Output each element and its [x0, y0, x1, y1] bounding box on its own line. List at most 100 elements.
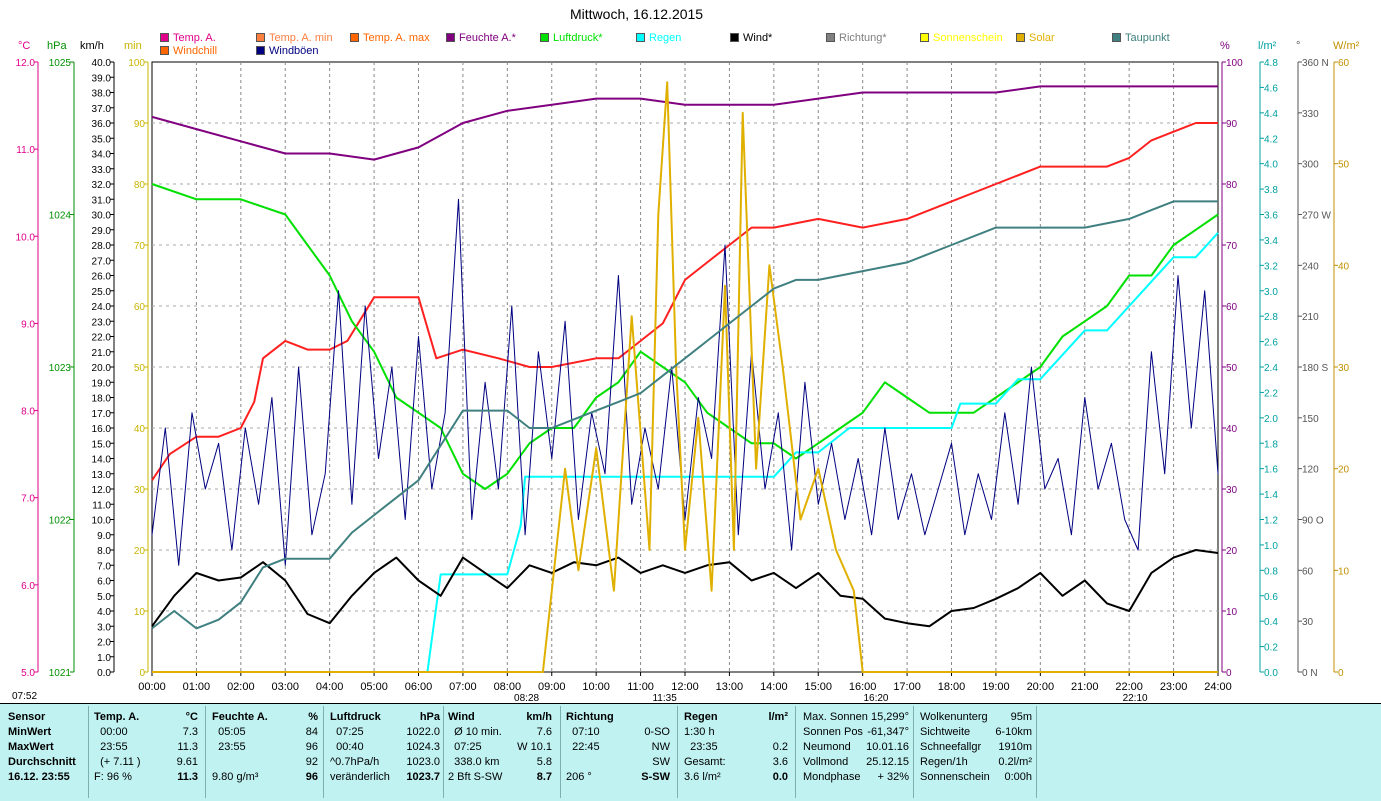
hum-min-value: 84	[305, 726, 318, 738]
press-now-extra: veränderlich	[330, 771, 390, 783]
legend-swatch	[446, 33, 455, 42]
x-tick-label: 22:00	[1115, 681, 1143, 693]
unit-rain: l/m²	[1258, 40, 1277, 52]
rain-avg-extra: Gesamt:	[684, 756, 726, 768]
rain-axis-label: 1.6	[1264, 465, 1278, 476]
min-axis-label: 50	[134, 363, 146, 374]
rain-axis-label: 3.2	[1264, 261, 1278, 272]
temp-axis-label: 5.0	[21, 668, 35, 679]
unit-temp: °C	[18, 40, 31, 52]
sun-event-label: 16:20	[863, 693, 888, 703]
wm2-axis-label: 50	[1338, 160, 1350, 171]
deg-axis-label: 180 S	[1302, 363, 1328, 374]
hum-unit: %	[308, 711, 318, 723]
legend-label: Solar	[1029, 32, 1055, 44]
stats-sensor-col: Sensor MinWert MaxWert Durchschnitt 16.1…	[8, 710, 88, 785]
press-max-time: 00:40	[336, 741, 364, 753]
kmh-axis-label: 5.0	[97, 592, 111, 603]
series-taupunkt	[151, 200, 1218, 630]
kmh-axis-label: 36.0	[92, 119, 112, 130]
kmh-axis-label: 3.0	[97, 622, 111, 633]
astro-row: Neumond 10.01.16	[803, 740, 909, 755]
press-min-value: 1022.0	[406, 726, 440, 738]
kmh-axis-label: 1.0	[97, 653, 111, 664]
legend-item: Sonnenschein	[920, 32, 1003, 44]
x-tick-label: 18:00	[938, 681, 966, 693]
legend-label: Luftdruck*	[553, 32, 603, 44]
dir-avg-value: SW	[652, 756, 670, 768]
rain-axis-label: 0.2	[1264, 643, 1278, 654]
kmh-axis-label: 8.0	[97, 546, 111, 557]
legend-label: Windchill	[173, 45, 218, 57]
unit-wm2: W/m²	[1333, 40, 1360, 52]
dir-max-value: NW	[651, 741, 670, 753]
legend-swatch	[1016, 33, 1025, 42]
unit-kmh: km/h	[80, 40, 104, 52]
x-tick-label: 05:00	[360, 681, 388, 693]
kmh-axis-label: 30.0	[92, 211, 112, 222]
misc-row: Wolkenunterg 95m	[920, 710, 1032, 725]
x-tick-label: 08:00	[494, 681, 522, 693]
pct-axis-label: 90	[1226, 119, 1238, 130]
temp-axis-label: 12.0	[16, 58, 36, 69]
temp-now-value: 11.3	[177, 771, 198, 783]
wm2-axis-label: 40	[1338, 261, 1350, 272]
wind-max-time: 07:25	[454, 741, 482, 753]
kmh-axis-label: 7.0	[97, 561, 111, 572]
misc-value: 0:00h	[1004, 771, 1032, 783]
astro-value: 10.01.16	[866, 741, 909, 753]
pct-axis-label: 70	[1226, 241, 1238, 252]
kmh-axis-label: 9.0	[97, 531, 111, 542]
misc-row: Schneefallgr 1910m	[920, 740, 1032, 755]
kmh-axis-label: 15.0	[92, 439, 112, 450]
misc-value: 6-10km	[995, 726, 1032, 738]
legend-item: Regen	[636, 32, 681, 44]
rain-axis-label: 2.8	[1264, 312, 1278, 323]
legend-swatch	[256, 33, 265, 42]
dir-now-value: S-SW	[641, 771, 670, 783]
wm2-axis-label: 0	[1338, 668, 1344, 679]
wm2-axis-label: 20	[1338, 465, 1350, 476]
temp-axis-label: 9.0	[21, 319, 35, 330]
legend-label: Temp. A. max	[363, 32, 430, 44]
unit-pct: %	[1220, 40, 1230, 52]
dir-min-time: 07:10	[572, 726, 600, 738]
wm2-axis-label: 60	[1338, 58, 1350, 69]
pct-axis-label: 80	[1226, 180, 1238, 191]
hpa-axis-label: 1021	[49, 668, 72, 679]
legend-item: Taupunkt	[1112, 32, 1170, 44]
rain-axis-label: 2.4	[1264, 363, 1278, 374]
legend-label: Feuchte A.*	[459, 32, 516, 44]
x-tick-label: 14:00	[760, 681, 788, 693]
rain-avg-value: 3.6	[772, 756, 788, 768]
min-axis-label: 80	[134, 180, 146, 191]
kmh-axis-label: 0.0	[97, 668, 111, 679]
kmh-axis-label: 40.0	[92, 58, 112, 69]
legend-label: Temp. A. min	[269, 32, 333, 44]
series-solar	[152, 81, 1218, 673]
legend-item: Temp. A. min	[256, 32, 333, 44]
legend-item: Luftdruck*	[540, 32, 603, 44]
sun-event-label: 07:52	[12, 691, 37, 702]
press-avg-value: 1023.0	[406, 756, 440, 768]
x-tick-label: 12:00	[671, 681, 699, 693]
sensor-head: Sensor	[8, 711, 46, 723]
sun-event-label: 11:35	[652, 693, 677, 703]
wind-min-time: Ø 10 min.	[454, 726, 502, 738]
x-tick-label: 01:00	[183, 681, 211, 693]
misc-value: 95m	[1010, 711, 1032, 723]
temp-axis-label: 10.0	[16, 232, 36, 243]
deg-axis-label: 240	[1302, 261, 1319, 272]
legend-item: Windböen	[256, 45, 319, 57]
temp-axis-label: 11.0	[16, 145, 35, 156]
temp-axis-label: 6.0	[21, 581, 35, 592]
x-tick-label: 11:00	[627, 681, 654, 693]
x-tick-label: 21:00	[1071, 681, 1099, 693]
min-axis-label: 0	[139, 668, 145, 679]
kmh-axis-label: 6.0	[97, 577, 111, 588]
sensor-min: MinWert	[8, 726, 52, 738]
stats-panel: Sensor MinWert MaxWert Durchschnitt 16.1…	[0, 703, 1381, 801]
kmh-axis-label: 34.0	[92, 150, 112, 161]
astro-key: Vollmond	[803, 756, 849, 768]
deg-axis-label: 30	[1302, 617, 1314, 628]
